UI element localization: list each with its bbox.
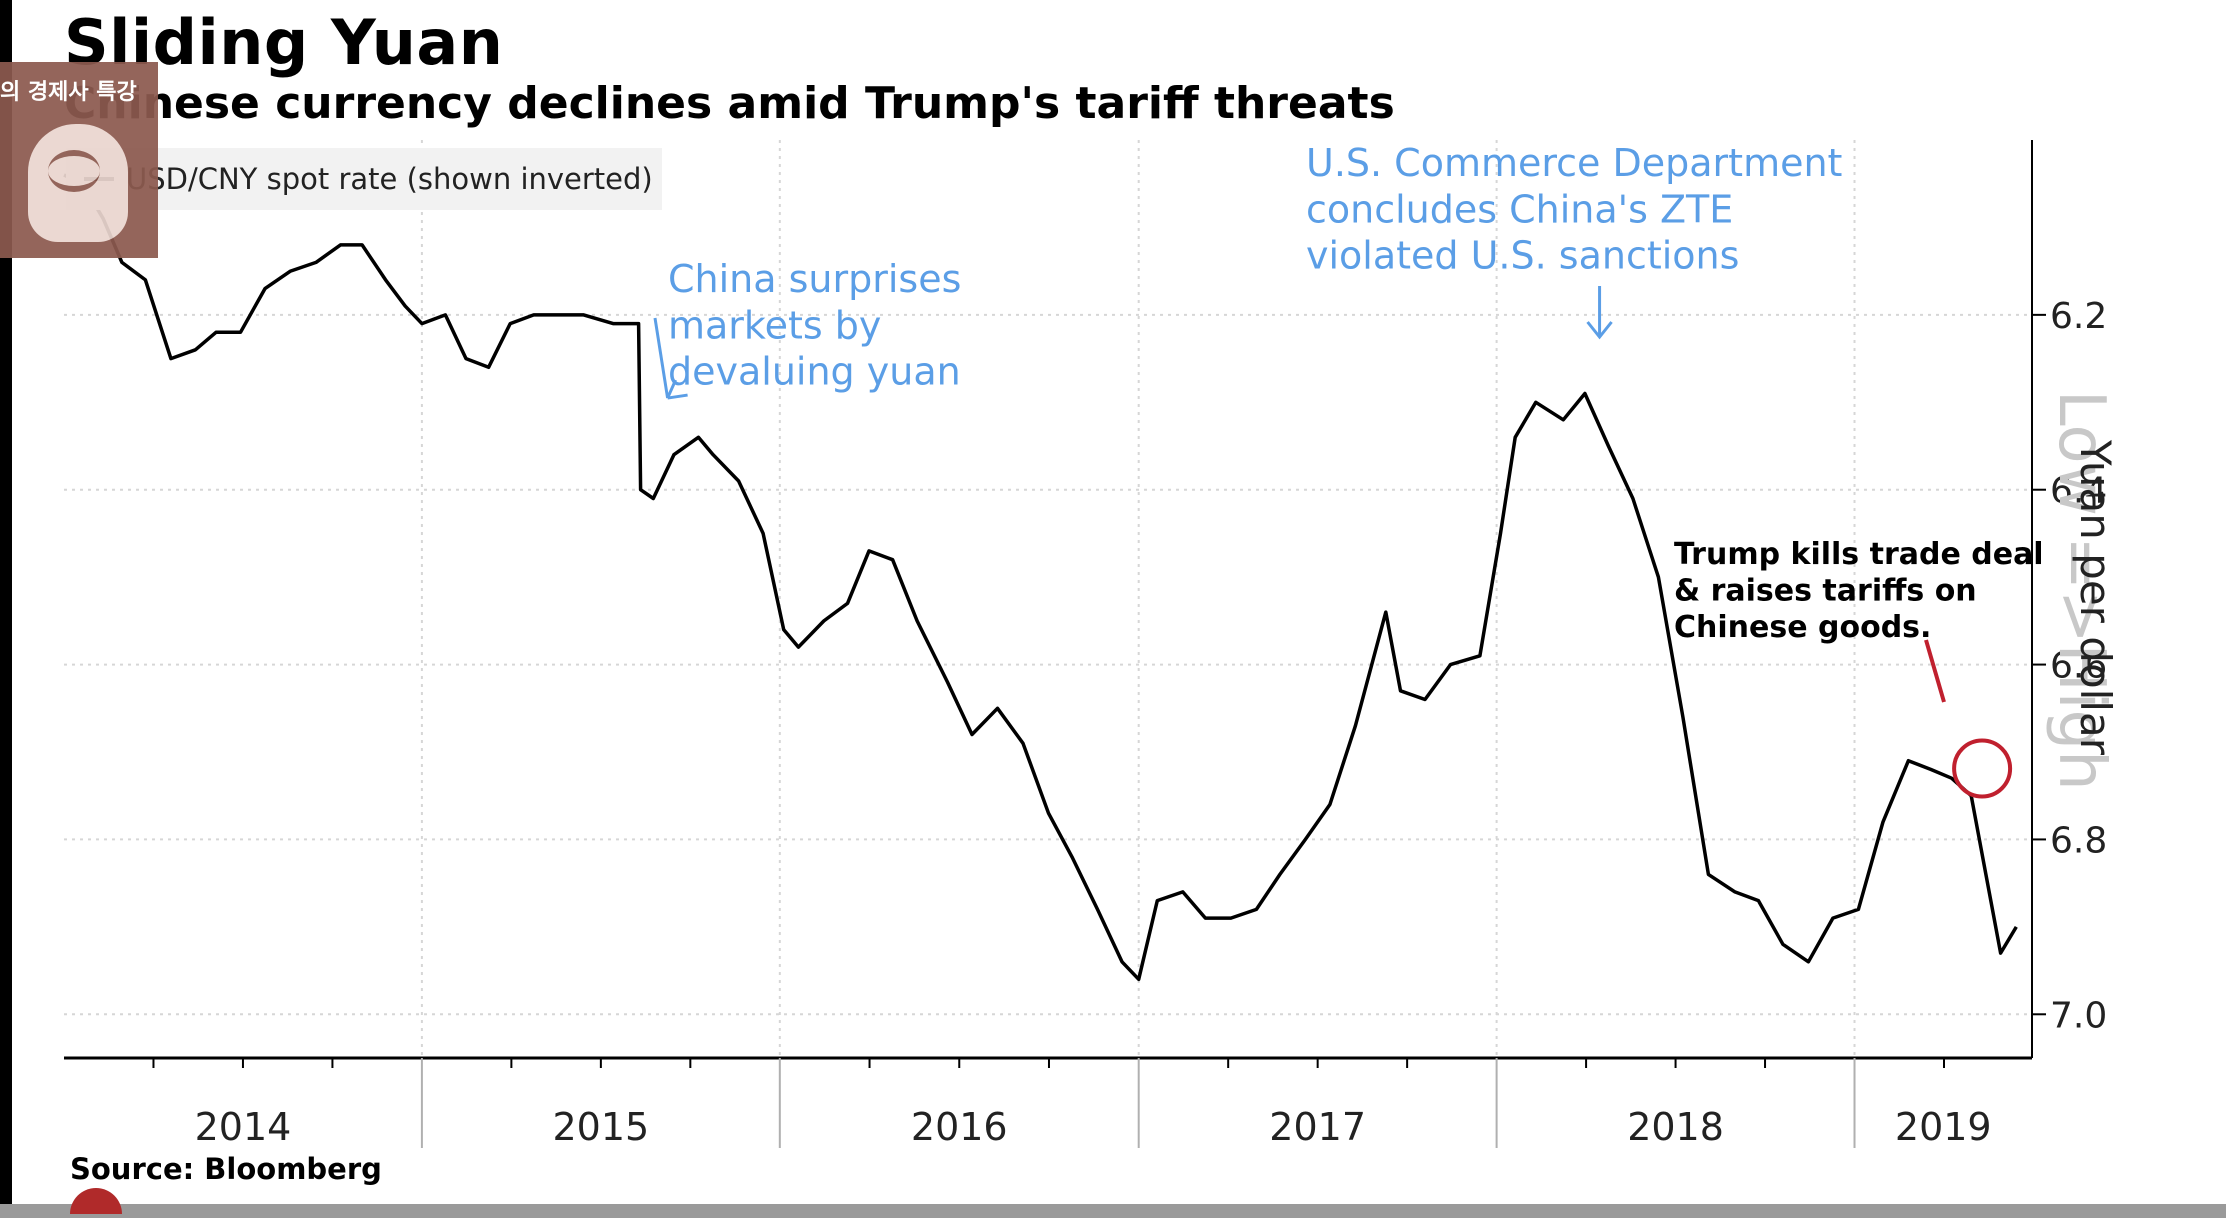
y-tick-label: 6.6 [2050,646,2107,687]
video-progress-bar[interactable] [0,1204,2226,1218]
channel-logo-face-icon [28,124,128,242]
source-note: Source: Bloomberg [70,1152,382,1186]
annotation-devaluation-arrowhead [666,379,688,400]
video-left-edge [0,0,12,1218]
annotation-tariffs-line: Trump kills trade deal [1674,537,2044,572]
annotation-zte-line: concludes China's ZTE [1306,187,1733,231]
axes: 6.2 6.4 6.6 6.8 7.0 2014 2015 2016 2017 2018 2019 [64,140,2107,1149]
chart-subtitle: Chinese currency declines amid Trump's t… [64,78,1395,129]
annotation-zte: U.S. Commerce Department concludes China'… [1306,141,1842,278]
y-tick-label: 7.0 [2050,995,2107,1036]
channel-logo-badge [0,62,158,258]
annotation-tariffs-line: & raises tariffs on [1674,574,1977,609]
annotations-layer: China surprises markets by devaluing yuan U… [653,141,2044,799]
x-tick-label: 2017 [1269,1105,1366,1149]
annotation-devaluation: China surprises markets by devaluing yuan [668,257,961,394]
x-tick-label: 2018 [1627,1105,1724,1149]
legend-label: USD/CNY spot rate (shown inverted) [126,162,653,196]
annotation-zte-arrowhead [1586,321,1613,340]
annotation-tariffs: Trump kills trade deal & raises tariffs o… [1674,537,2044,645]
legend: USD/CNY spot rate (shown inverted) [66,148,662,210]
x-tick-label: 2014 [195,1105,292,1149]
annotation-tariffs-pointer [1924,639,1946,703]
x-tick-label: 2015 [553,1105,650,1149]
annotation-zte-line: violated U.S. sanctions [1306,234,1739,278]
channel-overlay-text: 의 경제사 특강 [0,80,137,105]
y-tick-label: 6.8 [2050,820,2107,861]
annotation-zte-line: U.S. Commerce Department [1306,141,1842,185]
annotation-devaluation-arrow [653,317,670,399]
x-tick-label: 2016 [911,1105,1008,1149]
x-tick-label: 2019 [1895,1105,1992,1149]
y-axis-label: Yuan per dollar [2071,440,2120,755]
annotation-devaluation-line: China surprises [668,257,961,301]
annotation-devaluation-line: markets by [668,303,881,347]
series-layer [63,173,2018,982]
y-tick-label: 6.4 [2050,471,2107,512]
gridlines [64,140,2032,1058]
annotation-tariffs-highlight-circle [1952,738,2013,799]
annotation-tariffs-line: Chinese goods. [1674,610,1931,645]
y-tick-label: 6.2 [2050,296,2107,337]
annotation-devaluation-line: devaluing yuan [668,350,961,394]
